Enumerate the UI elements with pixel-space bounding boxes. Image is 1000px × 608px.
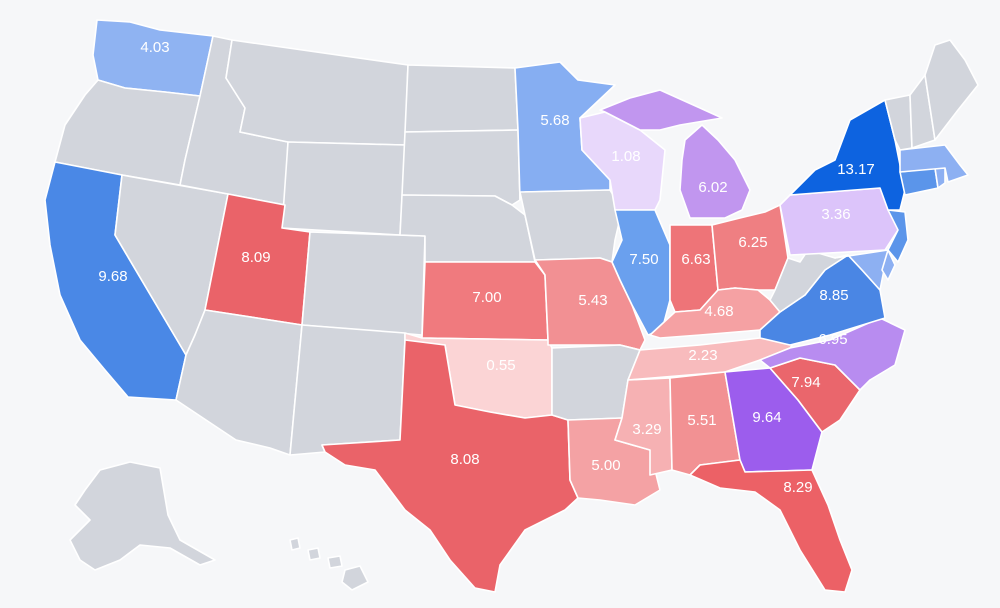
state-nj[interactable] (887, 209, 909, 263)
state-sd[interactable] (401, 129, 521, 206)
state-vt[interactable] (884, 94, 913, 151)
state-label-tn: 2.23 (688, 347, 717, 364)
state-ia[interactable] (519, 189, 623, 263)
state-label-mo: 5.43 (578, 292, 607, 309)
state-tx[interactable] (321, 339, 579, 593)
state-label-in: 6.63 (681, 251, 710, 268)
state-label-ky: 4.68 (704, 303, 733, 320)
state-label-la: 5.00 (591, 457, 620, 474)
state-label-sc: 7.94 (791, 374, 820, 391)
state-label-ca: 9.68 (98, 268, 127, 285)
state-label-ok: 0.55 (486, 357, 515, 374)
state-mi[interactable] (599, 89, 751, 219)
state-ak[interactable] (69, 461, 216, 571)
state-label-nc: 6.95 (818, 331, 847, 348)
state-ma[interactable] (899, 144, 969, 183)
state-label-mi: 6.02 (698, 179, 727, 196)
state-mo[interactable] (534, 257, 646, 351)
state-fl[interactable] (689, 459, 853, 593)
state-me[interactable] (924, 39, 979, 141)
state-label-ms: 3.29 (632, 421, 661, 438)
state-label-ut: 8.09 (241, 249, 270, 266)
state-label-wa: 4.03 (140, 39, 169, 56)
state-label-ks: 7.00 (472, 289, 501, 306)
state-label-mn: 5.68 (540, 112, 569, 129)
state-nm[interactable] (289, 324, 406, 456)
state-nc[interactable] (759, 317, 906, 391)
state-nd[interactable] (404, 64, 519, 133)
state-de[interactable] (881, 249, 896, 281)
state-label-tx: 8.08 (450, 451, 479, 468)
state-wy[interactable] (281, 141, 406, 236)
state-label-ny: 13.17 (837, 161, 875, 178)
state-shapes (44, 19, 979, 593)
state-label-fl: 8.29 (783, 479, 812, 496)
state-label-al: 5.51 (687, 412, 716, 429)
state-label-va: 8.85 (819, 287, 848, 304)
state-ky[interactable] (649, 287, 781, 339)
state-md[interactable] (834, 249, 889, 291)
state-label-wi: 1.08 (611, 148, 640, 165)
state-labels: 4.03 9.68 8.09 7.00 0.55 8.08 5.68 1.08 … (98, 39, 874, 496)
state-label-oh: 6.25 (738, 234, 767, 251)
state-co[interactable] (301, 231, 426, 336)
state-label-pa: 3.36 (821, 206, 850, 223)
state-label-ga: 9.64 (752, 409, 781, 426)
state-label-il: 7.50 (629, 251, 658, 268)
state-il[interactable] (611, 209, 671, 336)
state-hi[interactable] (289, 537, 369, 591)
